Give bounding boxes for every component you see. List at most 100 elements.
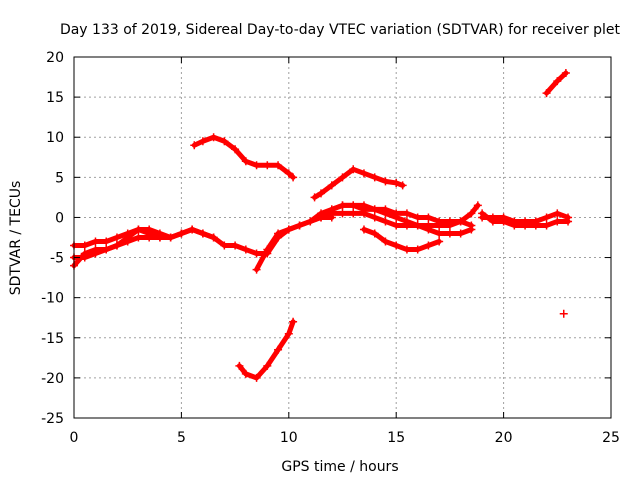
data-point	[381, 209, 390, 218]
data-point	[435, 237, 444, 246]
series-trace-g	[359, 225, 444, 254]
data-point	[235, 361, 244, 370]
data-point	[241, 157, 250, 166]
data-point	[284, 225, 293, 234]
data-point	[123, 233, 132, 242]
data-point	[252, 161, 261, 170]
data-point	[220, 241, 229, 250]
data-point	[198, 229, 207, 238]
data-point	[561, 69, 570, 78]
data-point	[295, 221, 304, 230]
data-point	[559, 309, 568, 318]
data-point	[542, 221, 551, 230]
data-point	[413, 221, 422, 230]
data-point	[553, 217, 562, 226]
data-point	[467, 225, 476, 234]
series-trace-m	[542, 69, 570, 98]
data-point	[349, 201, 358, 210]
data-point	[112, 233, 121, 242]
data-point	[134, 225, 143, 234]
data-point	[445, 221, 454, 230]
x-tick-label: 10	[280, 430, 298, 446]
data-point	[381, 177, 390, 186]
x-tick-label: 0	[70, 430, 79, 446]
data-point	[398, 181, 407, 190]
data-point	[413, 213, 422, 222]
x-tick-label: 25	[602, 430, 620, 446]
data-point	[145, 225, 154, 234]
y-tick-label: 10	[46, 130, 64, 146]
x-tick-label: 5	[177, 430, 186, 446]
data-point	[553, 209, 562, 218]
y-tick-label: 5	[55, 170, 64, 186]
data-point	[413, 245, 422, 254]
series-trace-f	[327, 201, 476, 238]
data-point	[542, 89, 551, 98]
data-point	[392, 221, 401, 230]
series-trace-h	[190, 133, 298, 182]
axis-ticks: 0 5 10 15 20 25 -25 -20 -15 -10 -5 0 5 10 15 20	[41, 50, 620, 446]
data-point	[327, 205, 336, 214]
data-series	[70, 69, 573, 382]
data-point	[478, 213, 487, 222]
data-point	[564, 213, 573, 222]
data-point	[392, 241, 401, 250]
series-trace-j	[310, 165, 407, 202]
data-point	[263, 361, 272, 370]
data-point	[263, 161, 272, 170]
series-trace-c	[70, 225, 175, 262]
data-point	[424, 241, 433, 250]
data-point	[456, 217, 465, 226]
data-point	[521, 217, 530, 226]
data-point	[306, 217, 315, 226]
data-point	[542, 213, 551, 222]
chart-title: Day 133 of 2019, Sidereal Day-to-day VTE…	[60, 22, 621, 38]
y-tick-label: 0	[55, 210, 64, 226]
data-point	[252, 373, 261, 382]
data-point	[370, 173, 379, 182]
data-point	[190, 141, 199, 150]
series-band	[236, 319, 296, 381]
series-band	[191, 134, 296, 180]
data-point	[274, 229, 283, 238]
data-point	[553, 77, 562, 86]
data-point	[359, 225, 368, 234]
data-point	[220, 137, 229, 146]
data-point	[370, 205, 379, 214]
data-point	[381, 217, 390, 226]
data-point	[102, 245, 111, 254]
series-band	[71, 226, 174, 261]
data-point	[456, 229, 465, 238]
data-point	[91, 249, 100, 258]
data-point	[531, 217, 540, 226]
data-point	[402, 209, 411, 218]
data-point	[445, 229, 454, 238]
data-point	[359, 201, 368, 210]
series-trace-i	[235, 317, 298, 382]
data-point	[435, 221, 444, 230]
data-point	[349, 209, 358, 218]
y-tick-label: -5	[50, 251, 64, 267]
data-point	[317, 189, 326, 198]
plot-frame	[73, 56, 612, 419]
data-point	[338, 209, 347, 218]
data-point	[134, 233, 143, 242]
x-axis-label: GPS time / hours	[281, 459, 398, 475]
data-point	[392, 178, 401, 187]
data-point	[370, 229, 379, 238]
data-point	[424, 225, 433, 234]
series-trace-l	[478, 209, 573, 226]
data-point	[102, 237, 111, 246]
series-band	[312, 166, 406, 200]
y-tick-label: 15	[46, 90, 64, 106]
data-point	[499, 213, 508, 222]
data-point	[349, 165, 358, 174]
data-point	[209, 233, 218, 242]
y-tick-label: -10	[41, 291, 64, 307]
data-point	[338, 201, 347, 210]
data-point	[317, 213, 326, 222]
data-point	[473, 201, 482, 210]
data-point	[241, 245, 250, 254]
y-tick-label: -25	[41, 411, 64, 427]
